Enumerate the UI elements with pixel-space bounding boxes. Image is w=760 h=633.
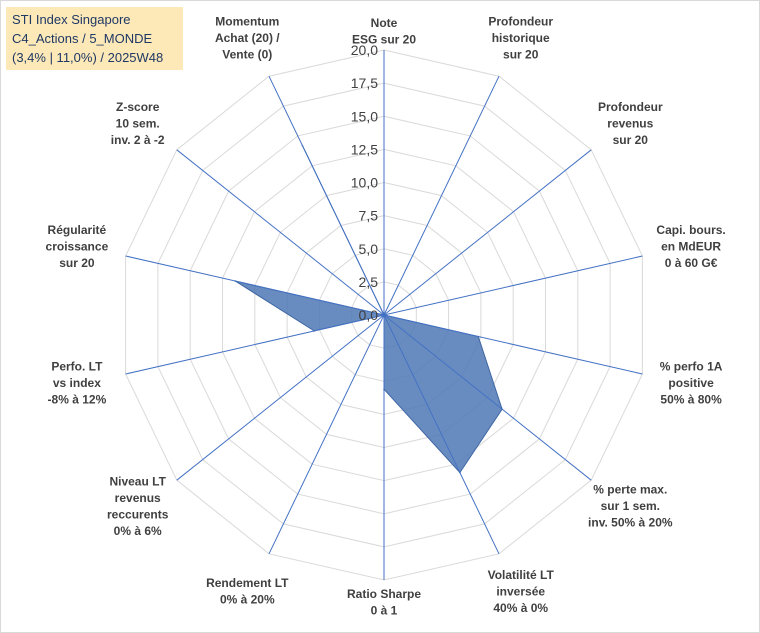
axis-label-5: % perte max. sur 1 sem. inv. 50% à 20% <box>588 483 673 530</box>
axis-label-4-line-2: 50% à 80% <box>660 393 722 407</box>
spoke-3 <box>383 255 643 316</box>
axis-label-13-line-2: Vente (0) <box>222 48 272 62</box>
spoke-8 <box>268 314 385 555</box>
axis-label-9-line-1: revenus <box>115 491 161 505</box>
title-line-1: STI Index Singapore <box>12 12 131 27</box>
axis-label-4: % perfo 1A positive 50% à 80% <box>660 360 723 407</box>
axis-label-9-line-0: Niveau LT <box>109 474 166 488</box>
axis-label-3-line-0: Capi. bours. <box>656 223 725 237</box>
axis-label-12-line-2: inv. 2 à -2 <box>111 133 165 147</box>
tick-label-2: 5,0 <box>359 241 379 257</box>
axis-label-1: Profondeur historique sur 20 <box>488 15 553 62</box>
axis-label-0-line-1: ESG sur 20 <box>352 33 416 47</box>
axis-label-2-line-0: Profondeur <box>598 100 663 114</box>
spoke-10 <box>125 314 385 375</box>
axis-label-11-line-0: Régularité <box>48 223 107 237</box>
tick-label-0: 0,0 <box>359 307 379 323</box>
chart-title-box: STI Index Singapore C4_Actions / 5_MONDE… <box>6 7 183 70</box>
axis-label-9-line-3: 0% à 6% <box>114 524 162 538</box>
spoke-4 <box>383 314 643 375</box>
axis-label-8: Rendement LT 0% à 20% <box>206 576 289 607</box>
axis-label-13-line-0: Momentum <box>215 15 279 29</box>
axis-label-6-line-1: inversée <box>496 584 545 598</box>
spoke-13 <box>268 75 385 316</box>
axis-label-10-line-1: vs index <box>53 376 101 390</box>
tick-label-4: 10,0 <box>351 175 378 191</box>
axis-label-2: Profondeur revenus sur 20 <box>598 100 663 147</box>
axis-label-3-line-1: en MdEUR <box>661 239 721 253</box>
radar-spokes <box>125 50 643 580</box>
title-line-2: C4_Actions / 5_MONDE <box>12 31 153 46</box>
spoke-12 <box>176 149 385 316</box>
spoke-6 <box>383 314 500 555</box>
axis-label-3: Capi. bours. en MdEUR 0 à 60 G€ <box>656 223 725 270</box>
axis-label-1-line-2: sur 20 <box>503 48 539 62</box>
axis-label-13-line-1: Achat (20) / <box>215 31 280 45</box>
axis-label-7: Ratio Sharpe 0 à 1 <box>347 587 421 618</box>
axis-label-9: Niveau LT revenus reccurents 0% à 6% <box>107 474 169 538</box>
axis-label-2-line-2: sur 20 <box>613 133 649 147</box>
axis-label-11: Régularité croissance sur 20 <box>46 223 109 270</box>
axis-label-10-line-0: Perfo. LT <box>51 360 103 374</box>
spoke-1 <box>383 75 500 316</box>
tick-label-6: 15,0 <box>351 108 378 124</box>
axis-label-1-line-1: historique <box>492 31 550 45</box>
spoke-2 <box>383 149 592 316</box>
tick-label-3: 7,5 <box>359 208 379 224</box>
axis-label-12: Z-score 10 sem. inv. 2 à -2 <box>111 100 165 147</box>
axis-label-12-line-1: 10 sem. <box>116 116 160 130</box>
radar-tick-labels: 0,0 2,5 5,0 7,5 10,0 12,5 15,0 17,5 20,0 <box>351 42 378 323</box>
axis-label-6: Volatilité LT inversée 40% à 0% <box>488 568 555 615</box>
axis-label-5-line-2: inv. 50% à 20% <box>588 516 673 530</box>
axis-label-10-line-2: -8% à 12% <box>48 393 107 407</box>
axis-label-6-line-0: Volatilité LT <box>488 568 555 582</box>
axis-label-8-line-0: Rendement LT <box>206 576 289 590</box>
radar-axis-labels: Note ESG sur 20 Profondeur historique sur 20… <box>46 15 726 618</box>
axis-label-12-line-0: Z-score <box>116 100 160 114</box>
axis-label-1-line-0: Profondeur <box>488 15 553 29</box>
axis-label-5-line-1: sur 1 sem. <box>601 499 660 513</box>
tick-label-7: 17,5 <box>351 75 378 91</box>
axis-label-4-line-1: positive <box>668 376 714 390</box>
spoke-5 <box>383 314 592 481</box>
axis-label-13: Momentum Achat (20) / Vente (0) <box>215 15 280 62</box>
axis-label-0-line-0: Note <box>371 16 398 30</box>
tick-label-5: 12,5 <box>351 141 378 157</box>
axis-label-11-line-1: croissance <box>46 239 109 253</box>
axis-label-3-line-2: 0 à 60 G€ <box>665 256 718 270</box>
axis-label-9-line-2: reccurents <box>107 507 169 521</box>
axis-label-7-line-0: Ratio Sharpe <box>347 587 421 601</box>
tick-label-8: 20,0 <box>351 42 378 58</box>
axis-label-8-line-1: 0% à 20% <box>220 593 275 607</box>
title-line-3: (3,4% | 11,0%) / 2025W48 <box>12 50 164 65</box>
axis-label-10: Perfo. LT vs index -8% à 12% <box>48 360 107 407</box>
axis-label-0: Note ESG sur 20 <box>352 16 416 47</box>
axis-label-6-line-2: 40% à 0% <box>493 601 548 615</box>
axis-label-5-line-0: % perte max. <box>593 483 667 497</box>
axis-label-7-line-1: 0 à 1 <box>371 604 398 618</box>
tick-label-1: 2,5 <box>359 274 379 290</box>
axis-label-4-line-0: % perfo 1A <box>660 360 723 374</box>
axis-label-11-line-2: sur 20 <box>59 256 95 270</box>
axis-label-2-line-1: revenus <box>607 116 653 130</box>
spoke-11 <box>125 255 385 316</box>
spoke-9 <box>176 314 385 481</box>
